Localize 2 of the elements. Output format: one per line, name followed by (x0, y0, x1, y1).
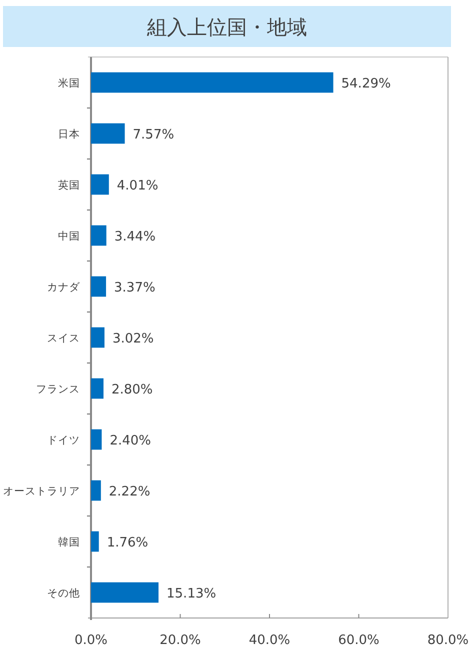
chart-title: 組入上位国・地域 (146, 15, 307, 39)
title: 組入上位国・地域 (3, 6, 451, 47)
